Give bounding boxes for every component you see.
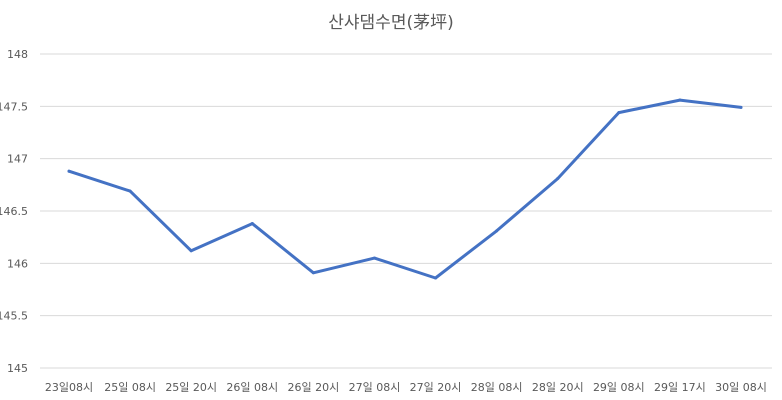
data-point <box>556 177 560 181</box>
x-tick-label: 30일 08시 <box>715 380 767 394</box>
y-tick-label: 148 <box>7 48 28 61</box>
y-tick-label: 147 <box>7 153 28 166</box>
data-point <box>434 276 438 280</box>
y-tick-label: 146.5 <box>0 205 28 218</box>
y-tick-label: 147.5 <box>0 100 28 113</box>
data-point <box>372 256 376 260</box>
y-tick-label: 145 <box>7 362 28 375</box>
data-point <box>189 249 193 253</box>
data-point <box>67 169 71 173</box>
x-tick-label: 23일08시 <box>45 380 93 394</box>
x-tick-label: 25일 20시 <box>165 380 217 394</box>
x-tick-label: 28일 20시 <box>532 380 584 394</box>
series-layer <box>67 98 743 280</box>
x-tick-label: 29일 08시 <box>593 380 645 394</box>
y-axis-ticks: 145 145.5 146 146.5 147 147.5 148 <box>0 48 28 375</box>
y-tick-label: 145.5 <box>0 310 28 323</box>
x-tick-label: 27일 08시 <box>349 380 401 394</box>
data-point <box>678 98 682 102</box>
data-point <box>739 105 743 109</box>
x-tick-label: 28일 08시 <box>471 380 523 394</box>
data-point <box>311 271 315 275</box>
x-tick-label: 26일 08시 <box>226 380 278 394</box>
data-point <box>250 222 254 226</box>
data-point <box>495 229 499 233</box>
x-tick-label: 29일 17시 <box>654 380 706 394</box>
x-tick-label: 26일 20시 <box>287 380 339 394</box>
grid-lines <box>40 53 772 369</box>
series-line <box>67 98 743 280</box>
data-point <box>617 111 621 115</box>
chart-title: 산샤댐수면(茅坪) <box>328 13 453 33</box>
data-point <box>128 189 132 193</box>
x-axis-ticks: 23일08시 25일 08시 25일 20시 26일 08시 26일 20시 27일 08… <box>45 380 767 394</box>
x-tick-label: 25일 08시 <box>104 380 156 394</box>
y-tick-label: 146 <box>7 257 28 270</box>
x-tick-label: 27일 20시 <box>410 380 462 394</box>
